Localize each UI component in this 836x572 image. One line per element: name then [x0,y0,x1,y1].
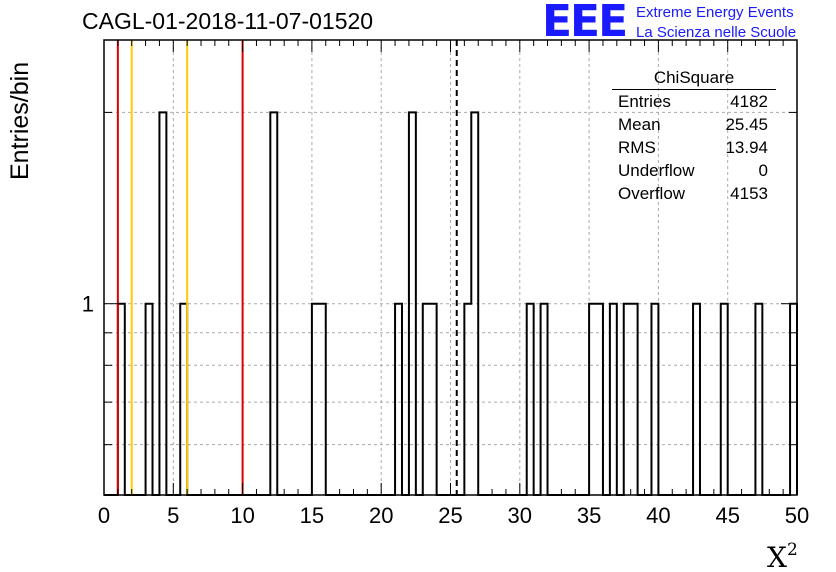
x-tick-label: 50 [785,503,809,528]
stats-row-entries: Entries 4182 [612,90,776,113]
stats-row-rms: RMS 13.94 [612,136,776,159]
stats-label: Overflow [618,184,686,203]
stats-label: Mean [618,115,661,134]
stats-label: RMS [618,138,656,157]
eee-logo: EEE [542,0,628,47]
stats-row-overflow: Overflow 4153 [612,182,776,205]
x-tick-label: 30 [508,503,532,528]
x-tick-label: 5 [167,503,179,528]
stats-label: Entries [618,92,671,111]
stats-value: 25.45 [725,115,768,134]
x-axis-label: X2 [767,540,798,572]
stats-box: ChiSquare Entries 4182 Mean 25.45 RMS 13… [612,68,776,205]
stats-value: 4153 [730,184,768,203]
x-tick-label: 35 [577,503,601,528]
x-tick-label: 10 [230,503,254,528]
stats-row-underflow: Underflow 0 [612,159,776,182]
stats-title: ChiSquare [612,68,776,90]
x-tick-label: 25 [438,503,462,528]
x-tick-label: 40 [646,503,670,528]
y-tick-label: 1 [82,292,94,317]
stats-label: Underflow [618,161,695,180]
chart-title: CAGL-01-2018-11-07-01520 [82,8,374,34]
x-tick-label: 15 [300,503,324,528]
stats-row-mean: Mean 25.45 [612,113,776,136]
stats-value: 4182 [730,92,768,111]
x-tick-label: 45 [715,503,739,528]
logo-line-1: Extreme Energy Events [636,4,794,21]
y-axis-label: Entries/bin [6,61,34,180]
x-tick-label: 0 [98,503,110,528]
stats-value: 13.94 [725,138,768,157]
x-tick-label: 20 [369,503,393,528]
stats-value: 0 [758,161,768,180]
logo-line-2: La Scienza nelle Scuole [636,24,797,41]
